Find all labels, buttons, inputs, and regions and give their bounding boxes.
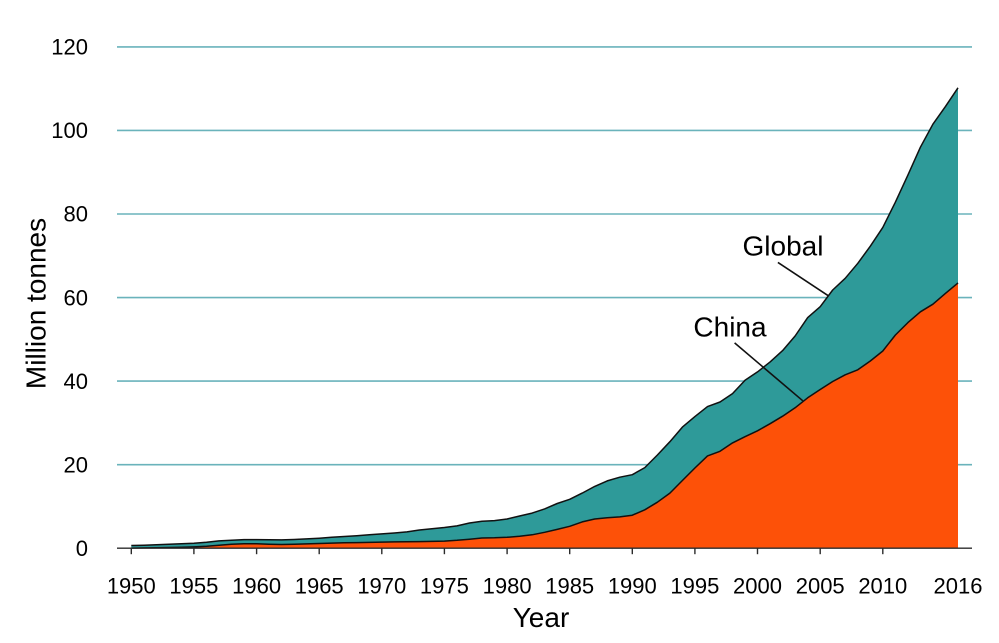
svg-text:1965: 1965 xyxy=(295,574,344,599)
svg-text:40: 40 xyxy=(64,369,88,394)
svg-text:1955: 1955 xyxy=(169,574,218,599)
svg-text:120: 120 xyxy=(51,35,88,60)
svg-text:Global: Global xyxy=(743,231,824,262)
svg-text:1995: 1995 xyxy=(670,574,719,599)
svg-text:1950: 1950 xyxy=(107,574,156,599)
svg-text:60: 60 xyxy=(64,285,88,310)
svg-text:20: 20 xyxy=(64,452,88,477)
svg-text:1975: 1975 xyxy=(420,574,469,599)
svg-text:1980: 1980 xyxy=(483,574,532,599)
svg-text:1985: 1985 xyxy=(545,574,594,599)
svg-text:Million tonnes: Million tonnes xyxy=(21,218,52,389)
svg-text:80: 80 xyxy=(64,202,88,227)
svg-text:2010: 2010 xyxy=(858,574,907,599)
svg-text:100: 100 xyxy=(51,118,88,143)
svg-text:2016: 2016 xyxy=(934,574,983,599)
svg-text:2000: 2000 xyxy=(733,574,782,599)
svg-text:1990: 1990 xyxy=(608,574,657,599)
svg-text:1970: 1970 xyxy=(357,574,406,599)
svg-text:China: China xyxy=(693,311,767,342)
svg-text:2005: 2005 xyxy=(796,574,845,599)
svg-text:1960: 1960 xyxy=(232,574,281,599)
svg-text:Year: Year xyxy=(513,602,570,633)
svg-text:0: 0 xyxy=(76,536,88,561)
